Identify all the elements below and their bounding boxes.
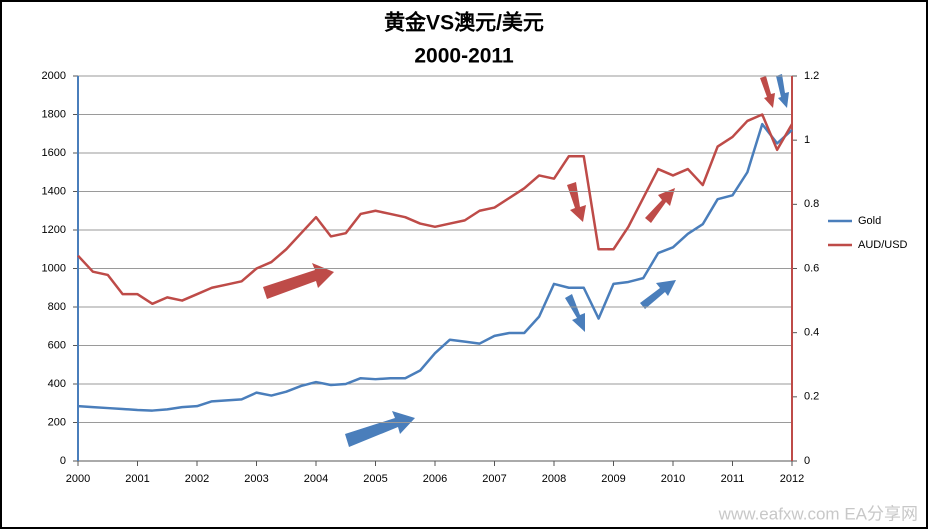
y-tick-label: 1200 [42,224,66,236]
y2-tick-label: 0 [804,455,810,467]
series-line [77,113,794,306]
arrow [263,263,334,299]
y-tick-label: 1800 [42,108,66,120]
y-tick-label: 2000 [42,70,66,82]
legend-label: Gold [858,215,881,227]
y-tick-label: 200 [48,416,66,428]
chart-subtitle: 2000-2011 [414,45,514,68]
y2-tick-label: 1.2 [804,70,819,82]
arrow [345,411,415,447]
x-tick-label: 2006 [423,473,447,485]
x-tick-label: 2000 [66,473,90,485]
x-tick-label: 2002 [185,473,209,485]
x-tick-label: 2009 [601,473,625,485]
arrow [640,280,676,309]
y2-tick-label: 0.2 [804,391,819,403]
chart-title: 黄金VS澳元/美元 [384,11,544,35]
arrow [776,74,789,108]
x-tick-label: 2005 [363,473,387,485]
x-tick-label: 2004 [304,473,328,485]
y-tick-label: 600 [48,339,66,351]
y-tick-label: 0 [60,455,66,467]
arrow [645,188,675,223]
y2-tick-label: 0.4 [804,327,819,339]
x-tick-label: 2003 [244,473,268,485]
x-tick-label: 2008 [542,473,566,485]
y-tick-label: 1000 [42,262,66,274]
x-tick-label: 2010 [661,473,685,485]
y2-tick-label: 1 [804,134,810,146]
y2-tick-label: 0.6 [804,262,819,274]
y-tick-label: 400 [48,378,66,390]
arrow [760,76,775,108]
x-tick-label: 2001 [125,473,149,485]
x-tick-label: 2011 [721,473,745,485]
y-tick-label: 1400 [42,185,66,197]
y-tick-label: 1600 [42,147,66,159]
y2-tick-label: 0.8 [804,198,819,210]
arrows [263,74,789,447]
x-tick-label: 2012 [780,473,804,485]
watermark: www.eafxw.com EA分享网 [718,504,918,523]
legend-label: AUD/USD [858,239,908,251]
arrow [565,294,585,332]
series-line [77,122,793,412]
x-tick-label: 2007 [482,473,506,485]
y-tick-label: 800 [48,301,66,313]
